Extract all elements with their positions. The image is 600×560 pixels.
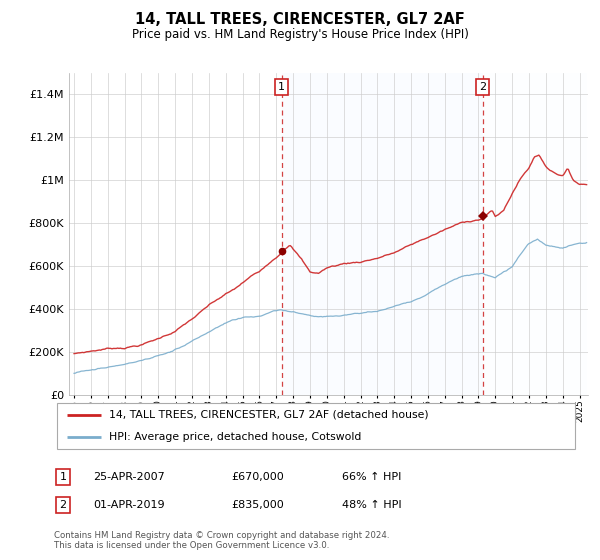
Text: 48% ↑ HPI: 48% ↑ HPI <box>342 500 401 510</box>
Text: 14, TALL TREES, CIRENCESTER, GL7 2AF (detached house): 14, TALL TREES, CIRENCESTER, GL7 2AF (de… <box>109 410 429 420</box>
Text: 2: 2 <box>479 82 486 92</box>
Text: 1: 1 <box>278 82 285 92</box>
Text: £670,000: £670,000 <box>231 472 284 482</box>
Text: 14, TALL TREES, CIRENCESTER, GL7 2AF: 14, TALL TREES, CIRENCESTER, GL7 2AF <box>135 12 465 27</box>
Text: 2: 2 <box>59 500 67 510</box>
Text: 1: 1 <box>59 472 67 482</box>
Text: 66% ↑ HPI: 66% ↑ HPI <box>342 472 401 482</box>
Text: Price paid vs. HM Land Registry's House Price Index (HPI): Price paid vs. HM Land Registry's House … <box>131 28 469 41</box>
Text: £835,000: £835,000 <box>231 500 284 510</box>
Text: HPI: Average price, detached house, Cotswold: HPI: Average price, detached house, Cots… <box>109 432 361 442</box>
Text: 25-APR-2007: 25-APR-2007 <box>93 472 165 482</box>
Text: Contains HM Land Registry data © Crown copyright and database right 2024.
This d: Contains HM Land Registry data © Crown c… <box>54 531 389 550</box>
Text: 01-APR-2019: 01-APR-2019 <box>93 500 164 510</box>
FancyBboxPatch shape <box>56 404 575 449</box>
